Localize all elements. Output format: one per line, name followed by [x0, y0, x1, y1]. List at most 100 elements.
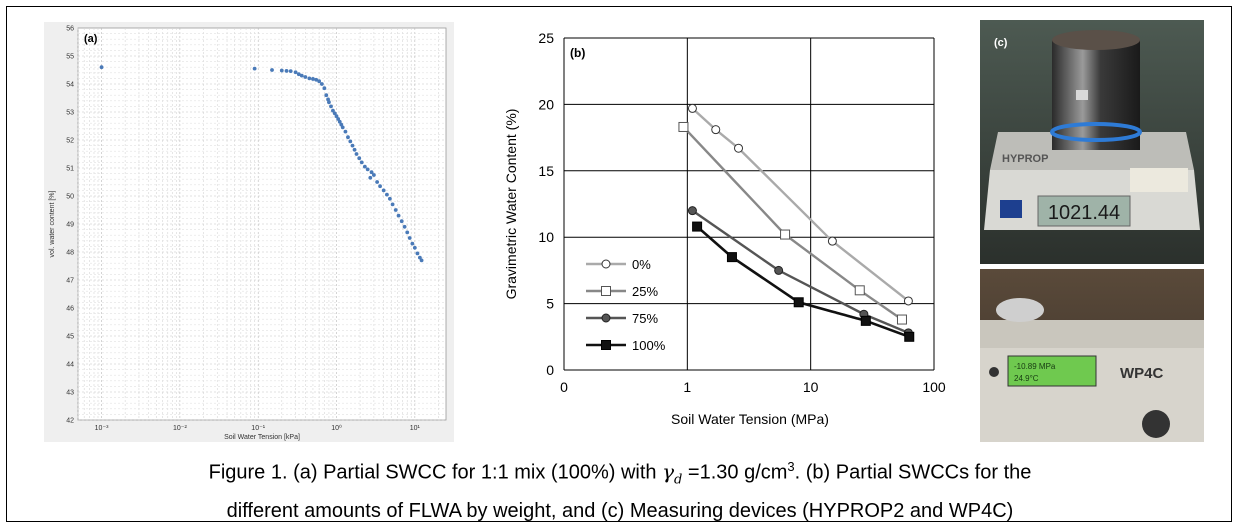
chart-a-ytick-label: 52 [66, 138, 74, 145]
chart-b-xtick-label: 1 [683, 379, 691, 395]
chart-b-legend-marker [601, 313, 611, 323]
chart-a-point [385, 192, 389, 197]
chart-a-point [314, 77, 319, 82]
chart-a-point [402, 224, 407, 229]
scale-display-value: 1021.44 [1048, 202, 1120, 224]
chart-a-point [417, 255, 422, 260]
chart-a-point [362, 164, 367, 169]
meter-display-line1: -10.89 MPa [1014, 362, 1056, 371]
chart-a-ytick-label: 47 [66, 278, 74, 285]
chart-a-point [348, 139, 353, 144]
chart-a-ytick-label: 44 [66, 362, 74, 369]
chart-a-point [327, 100, 331, 105]
chart-b-point [904, 331, 915, 342]
chart-a-point [405, 230, 410, 235]
figure-caption: Figure 1. (a) Partial SWCC for 1:1 mix (… [0, 452, 1240, 526]
chart-a-point [359, 160, 364, 165]
caption-line-1: Figure 1. (a) Partial SWCC for 1:1 mix (… [0, 452, 1240, 496]
chart-b-point [711, 125, 721, 135]
devices-photo: HYPROP 1021.44 (c) -10.89 MPa 24.9°C WP4… [980, 20, 1204, 442]
chart-a-point [390, 202, 395, 207]
chart-a-point [381, 188, 386, 193]
caption-line-1-part-b: =1.30 g/cm [682, 461, 788, 484]
chart-a-point [346, 135, 350, 140]
chart-b-ytick-label: 0 [546, 362, 554, 378]
photo-panel-label: (c) [994, 37, 1008, 49]
chart-b-ytick-label: 25 [538, 30, 554, 46]
chart-a-xtick-label: 10⁻³ [95, 425, 109, 432]
caption-line-1-part-a: Figure 1. (a) Partial SWCC for 1:1 mix (… [208, 461, 663, 484]
chart-b-ytick-label: 10 [538, 229, 554, 245]
chart-a-point [396, 213, 401, 218]
chart-a-point [407, 236, 412, 240]
chart-b-legend-label: 25% [632, 284, 658, 299]
chart-b-point [774, 265, 784, 275]
meter-display-line2: 24.9°C [1014, 374, 1039, 383]
chart-a-xtick-label: 10⁰ [331, 424, 342, 432]
chart-a-point [270, 68, 274, 72]
chart-b-ytick-label: 20 [538, 96, 554, 112]
chart-a-point [357, 156, 362, 161]
chart-b-ytick-label: 15 [538, 163, 554, 179]
chart-a-point [387, 196, 392, 201]
chart-a-point [284, 68, 289, 73]
chart-a-ytick-label: 45 [66, 334, 74, 341]
chart-b-legend-marker [601, 340, 611, 350]
meter-display [1007, 355, 1097, 387]
chart-a-ytick-label: 50 [66, 194, 74, 201]
chart-a-point [410, 241, 415, 246]
chart-b-point [692, 221, 703, 232]
chart-a-point [303, 75, 308, 79]
chart-b-panel-label: (b) [570, 46, 585, 60]
chart-a-point [393, 208, 398, 212]
chart-b-xtick-label: 0 [560, 379, 568, 395]
chart-a-ytick-label: 55 [66, 54, 74, 61]
chart-b-legend-label: 0% [632, 257, 651, 272]
chart-a-point [322, 86, 327, 91]
meter-button-icon [989, 367, 999, 377]
chart-a-point [343, 129, 348, 134]
chart-a-point [334, 114, 339, 119]
chart-a-point [317, 79, 322, 84]
chart-a-ytick-label: 49 [66, 222, 74, 229]
chart-a-point [365, 167, 370, 172]
scale-logo [1000, 200, 1022, 218]
chart-a-point [299, 73, 304, 78]
chart-a-point [331, 108, 335, 113]
chart-b-point [687, 103, 697, 113]
meter-lid [980, 320, 1204, 348]
chart-b-ytick-label: 5 [546, 296, 554, 312]
chart-a-ytick-label: 56 [66, 26, 74, 33]
meter-knob [996, 298, 1044, 322]
chart-a-ylabel: vol. water content [%] [49, 190, 56, 257]
chart-a-point [296, 72, 301, 77]
meter-dial-icon [1142, 410, 1170, 438]
chart-a-point [337, 119, 342, 124]
chart-a-ytick-label: 54 [66, 82, 74, 89]
chart-a-point [311, 77, 315, 81]
chart-a-ytick-label: 48 [66, 250, 74, 257]
caption-gamma-subscript: d [674, 472, 683, 488]
chart-a-point [378, 184, 382, 189]
chart-a-point [350, 143, 355, 148]
chart-a-xlabel: Soil Water Tension [kPa] [224, 434, 300, 441]
caption-gamma: γ [662, 459, 675, 484]
chart-a-point [369, 170, 374, 175]
chart-b-point [860, 315, 871, 326]
chart-a-panel-label: (a) [84, 33, 98, 45]
chart-b-point [726, 252, 737, 263]
chart-b-legend-label: 100% [632, 338, 666, 353]
chart-b-point [896, 314, 907, 325]
chart-a: 42 43 44 45 46 47 48 49 50 51 52 53 54 55 56 10⁻³ 10⁻² 10… [44, 22, 454, 442]
chart-a-point [371, 173, 376, 177]
chart-a-xtick-label: 10⁻¹ [251, 425, 265, 432]
chart-a-point [399, 219, 404, 224]
photo-panel: HYPROP 1021.44 (c) -10.89 MPa 24.9°C WP4… [980, 20, 1204, 442]
chart-b-point [687, 206, 697, 216]
chart-b-point [903, 296, 913, 306]
chart-a-ytick-label: 46 [66, 306, 74, 313]
chart-a-point [288, 69, 293, 74]
chart-a-point [354, 152, 359, 156]
chart-b-xlabel: Soil Water Tension (MPa) [671, 411, 829, 427]
chart-b-series-line [682, 126, 903, 321]
